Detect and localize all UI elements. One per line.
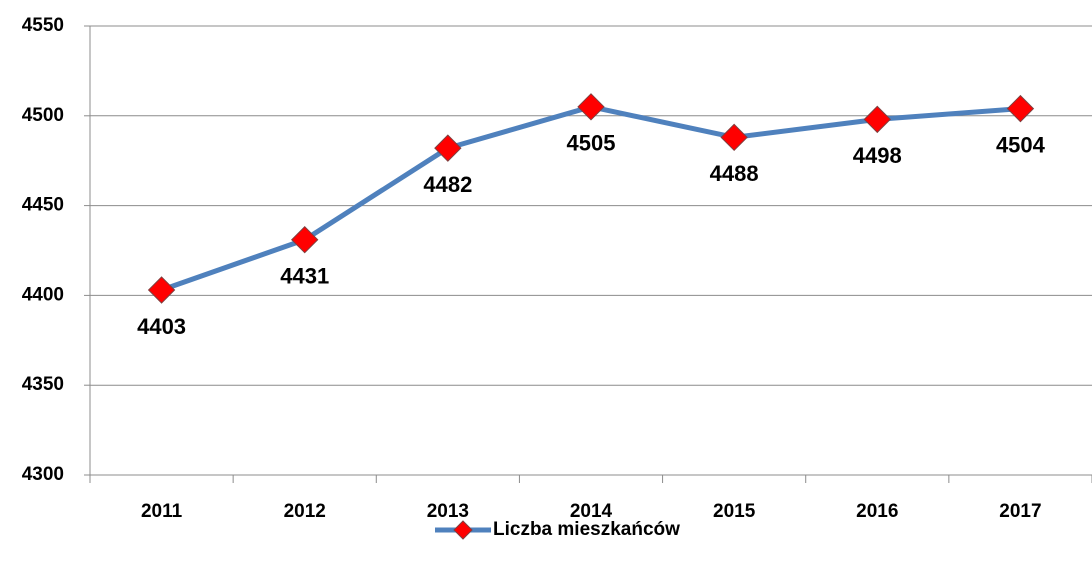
data-label: 4504 — [996, 132, 1046, 157]
x-tick-label: 2015 — [713, 501, 756, 522]
data-label: 4505 — [567, 131, 616, 156]
data-label: 4431 — [280, 264, 329, 289]
marker — [577, 93, 605, 121]
y-tick-label: 4350 — [22, 374, 64, 395]
marker — [1006, 94, 1035, 123]
marker — [147, 276, 176, 304]
x-tick-label: 2017 — [999, 501, 1041, 522]
marker — [720, 123, 748, 152]
legend-marker — [453, 520, 473, 540]
y-tick-label: 4450 — [22, 195, 64, 216]
y-tick-label: 4500 — [22, 105, 64, 126]
data-label: 4403 — [137, 314, 186, 339]
legend-label: Liczba mieszkańców — [493, 519, 680, 540]
x-tick-label: 2012 — [284, 501, 326, 522]
y-tick-label: 4400 — [22, 284, 64, 305]
x-tick-label: 2016 — [856, 501, 898, 522]
marker — [291, 226, 319, 254]
data-label: 4488 — [710, 161, 759, 186]
x-tick-label: 2013 — [427, 501, 469, 522]
data-label: 4482 — [423, 172, 472, 197]
y-tick-label: 4550 — [22, 15, 64, 36]
data-label: 4498 — [853, 143, 902, 168]
y-tick-label: 4300 — [22, 464, 64, 485]
x-tick-label: 2011 — [141, 501, 183, 522]
x-tick-label: 2014 — [570, 501, 613, 522]
marker — [434, 134, 462, 162]
marker — [863, 105, 891, 134]
